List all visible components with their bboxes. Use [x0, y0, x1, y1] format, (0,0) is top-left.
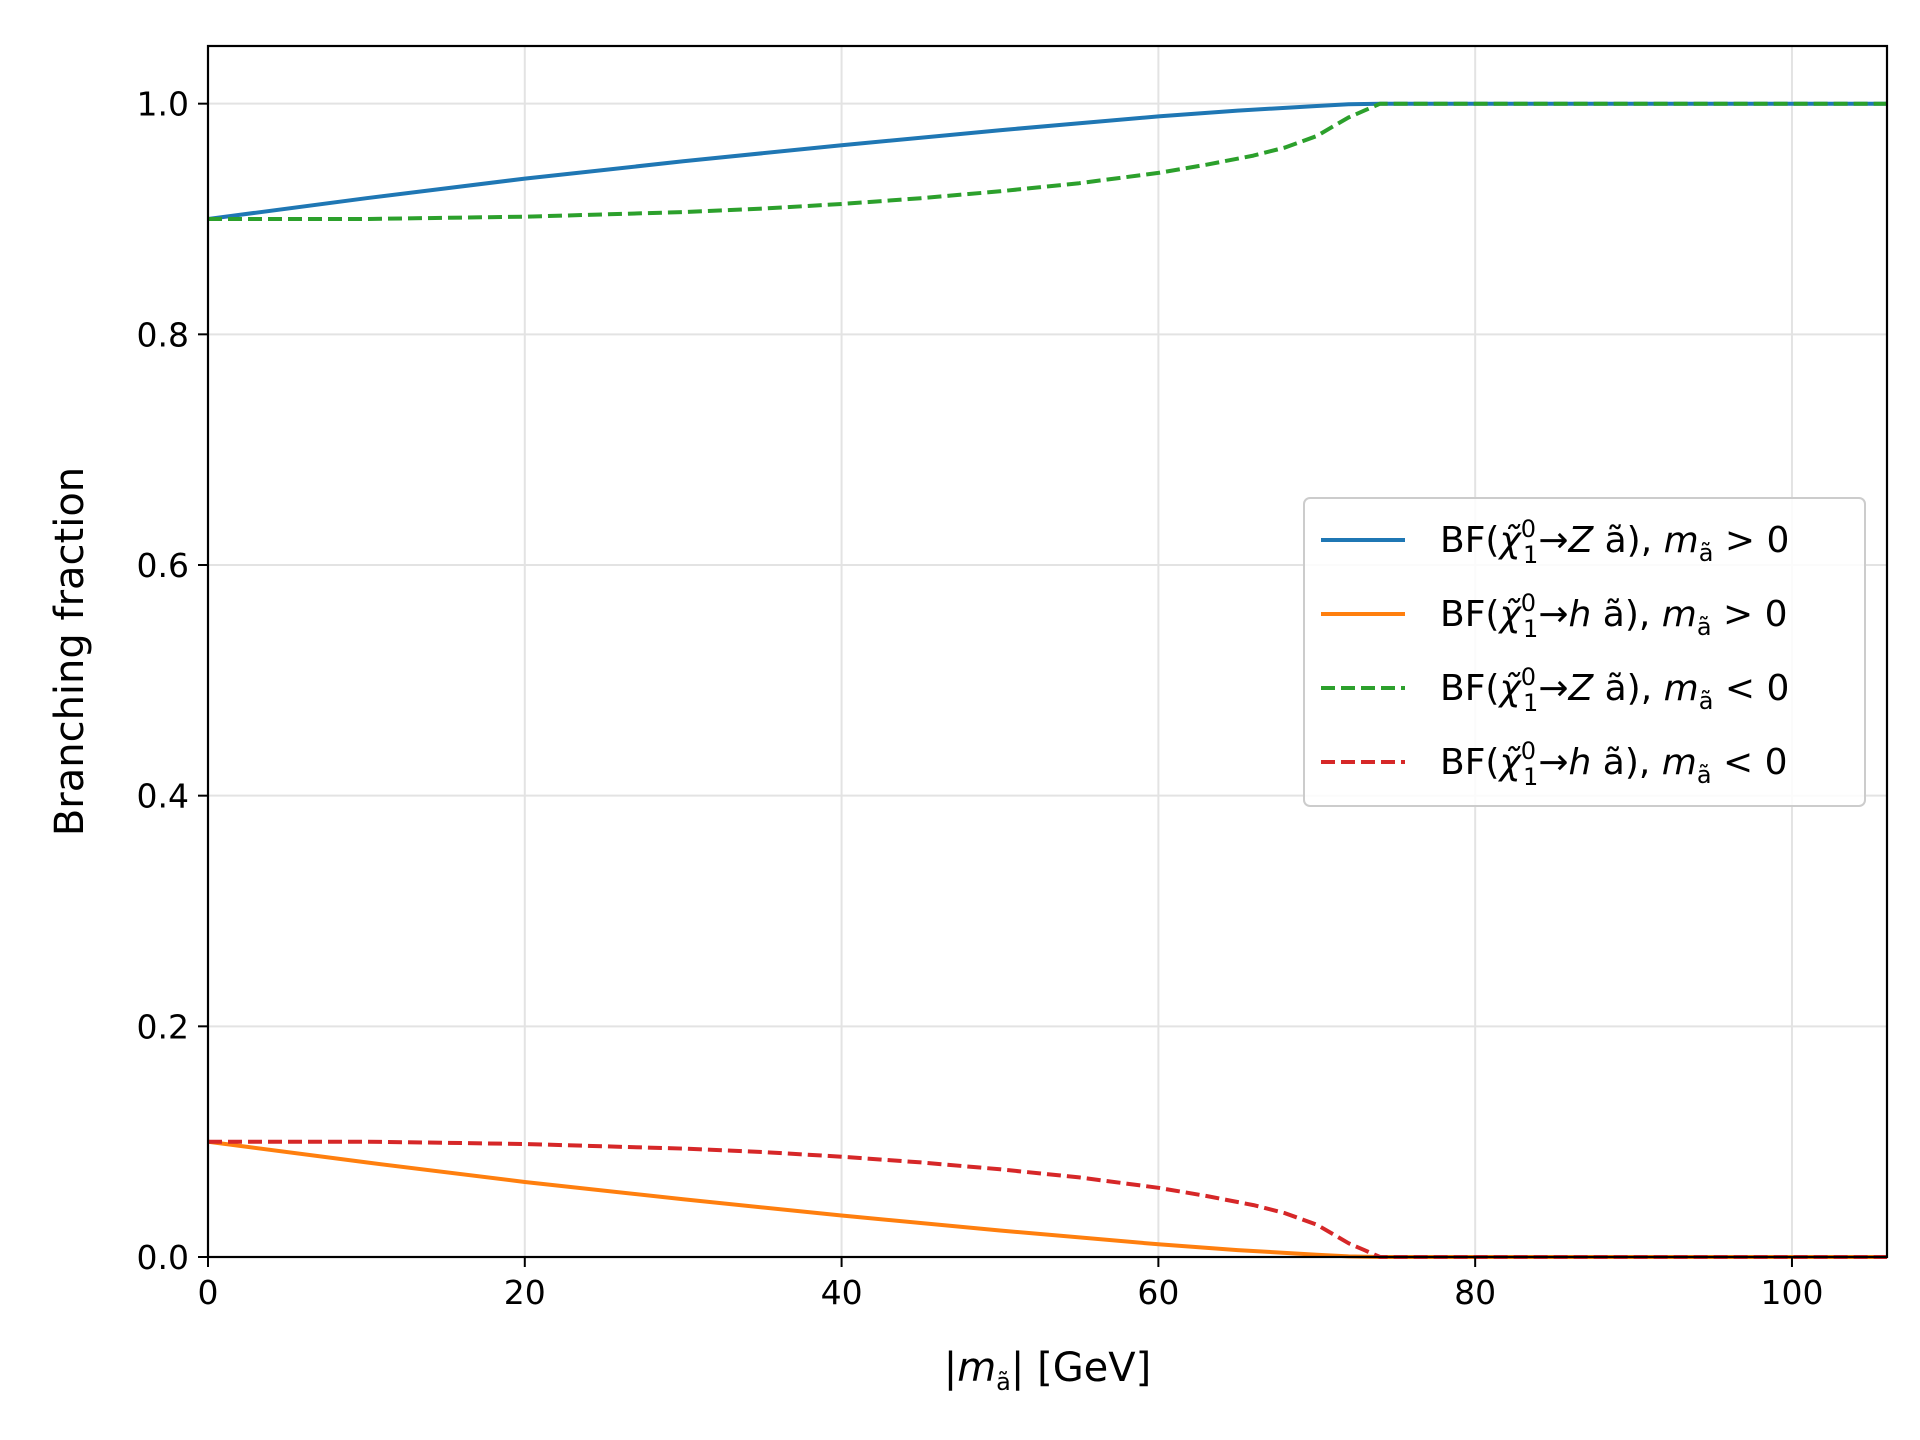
x-tick-label: 60 [1137, 1273, 1179, 1312]
legend-entry: BF(χ̃0 1→h ã), mã < 0 [1321, 737, 1788, 791]
y-tick-label: 0.6 [137, 546, 189, 585]
legend: BF(χ̃0 1→Z ã), mã > 0 BF(χ̃0 1→h ã), mã > 0… [1303, 497, 1866, 807]
series-line-2 [208, 1139, 1887, 1259]
legend-entry: BF(χ̃0 1→Z ã), mã < 0 [1321, 663, 1789, 717]
x-tick-label: 0 [198, 1273, 219, 1312]
x-tick-label: 20 [504, 1273, 546, 1312]
x-tick-label: 100 [1760, 1273, 1823, 1312]
legend-label: BF(χ̃0 1→Z ã), mã < 0 [1440, 663, 1789, 717]
y-tick-label: 0.2 [137, 1007, 189, 1046]
y-tick-label: 1.0 [137, 85, 189, 124]
y-tick-label: 0.8 [137, 315, 189, 354]
series-line-1 [208, 101, 1887, 221]
y-tick-label: 0.0 [137, 1238, 189, 1277]
x-axis-label: |mã| [GeV] [944, 1345, 1152, 1396]
legend-label: BF(χ̃0 1→h ã), mã > 0 [1440, 589, 1788, 643]
legend-label: BF(χ̃0 1→Z ã), mã > 0 [1440, 515, 1789, 569]
legend-entry: BF(χ̃0 1→h ã), mã > 0 [1321, 589, 1788, 643]
y-tick-label: 0.4 [137, 777, 189, 816]
legend-label: BF(χ̃0 1→h ã), mã < 0 [1440, 737, 1788, 791]
legend-box [1303, 497, 1866, 807]
axis-ticks: 0 20 40 60 80 100 0.0 0.2 0.4 0.6 0.8 1.0 [137, 85, 1824, 1312]
legend-entry: BF(χ̃0 1→Z ã), mã > 0 [1321, 515, 1789, 569]
y-axis-label: Branching fraction [47, 467, 93, 836]
plot-frame [206, 44, 1889, 1259]
x-tick-label: 80 [1454, 1273, 1496, 1312]
series-line-4 [208, 1139, 1887, 1259]
x-tick-label: 40 [821, 1273, 863, 1312]
series-line-3 [208, 101, 1887, 221]
